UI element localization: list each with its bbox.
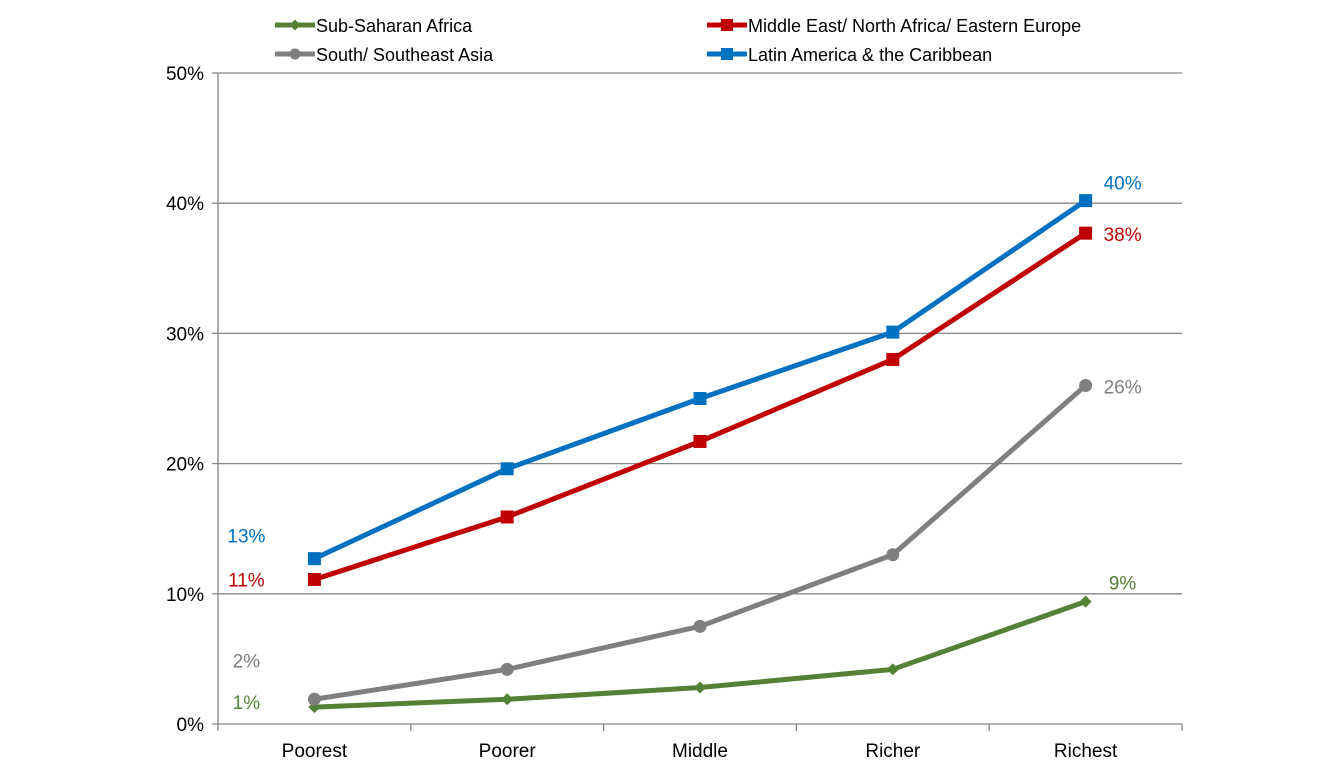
data-point	[307, 572, 321, 586]
legend-item: Latin America & the Caribbean	[707, 45, 992, 65]
legend-label: Sub-Saharan Africa	[316, 16, 473, 36]
legend-marker	[721, 48, 733, 60]
data-point	[1079, 595, 1092, 608]
legend-item: South/ Southeast Asia	[275, 45, 494, 65]
legend: Sub-Saharan Africa Middle East/ North Afr…	[275, 16, 1081, 65]
data-label: 13%	[227, 527, 265, 548]
legend-marker	[721, 19, 733, 31]
data-point	[1079, 194, 1093, 208]
data-point	[501, 693, 514, 706]
data-point	[886, 548, 900, 562]
data-label: 26%	[1104, 377, 1142, 398]
data-point	[500, 462, 514, 476]
series-line	[313, 198, 1088, 561]
y-tick-label: 50%	[166, 64, 204, 85]
legend-item: Sub-Saharan Africa	[275, 16, 473, 36]
data-point	[1079, 378, 1093, 392]
data-label: 11%	[228, 570, 265, 591]
data-point	[693, 434, 707, 448]
data-point	[307, 552, 321, 566]
x-tick-label: Middle	[672, 741, 728, 762]
legend-label: South/ Southeast Asia	[316, 45, 494, 65]
data-point	[886, 352, 900, 366]
data-point	[500, 510, 514, 524]
y-tick-label: 0%	[177, 715, 205, 736]
data-point	[307, 692, 321, 706]
data-labels: 1% 9% 11% 38% 2% 26% 13% 40%	[227, 174, 1141, 714]
data-label: 38%	[1104, 225, 1142, 246]
data-point	[693, 392, 707, 405]
data-label: 2%	[233, 651, 261, 672]
y-tick-label: 40%	[166, 194, 204, 215]
data-point	[886, 663, 899, 676]
legend-marker	[289, 48, 301, 60]
series-line	[313, 231, 1087, 582]
data-point	[500, 662, 514, 676]
x-tick-label: Poorest	[282, 741, 348, 762]
legend-label: Middle East/ North Africa/ Eastern Europ…	[748, 16, 1081, 36]
x-tick-label: Richest	[1054, 741, 1118, 762]
data-point	[886, 325, 900, 339]
y-tick-label: 30%	[166, 324, 204, 345]
y-tick-label: 10%	[166, 585, 204, 606]
axes: 0% 10% 20% 30% 40% 50% Poorest Poorer Middle Rich…	[166, 64, 1183, 762]
data-label: 1%	[233, 693, 261, 714]
legend-label: Latin America & the Caribbean	[748, 45, 992, 65]
legend-marker	[289, 19, 301, 31]
legend-item: Middle East/ North Africa/ Eastern Europ…	[707, 16, 1081, 36]
y-tick-label: 20%	[166, 455, 204, 476]
data-label: 40%	[1104, 174, 1142, 195]
gridlines	[218, 72, 1182, 595]
data-point	[694, 681, 706, 694]
x-tick-label: Poorer	[479, 741, 537, 762]
data-point	[1079, 226, 1093, 240]
series-lines	[307, 194, 1093, 714]
data-label: 9%	[1109, 574, 1137, 595]
data-point	[693, 619, 707, 633]
x-tick-label: Richer	[865, 741, 921, 762]
